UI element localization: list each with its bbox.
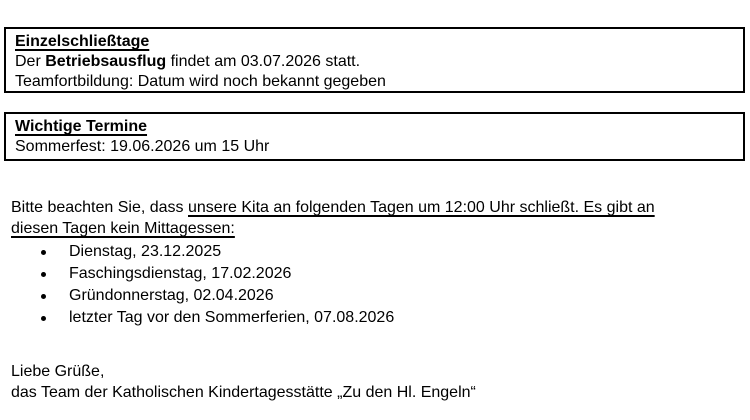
einzelschliesstage-heading: Einzelschließtage [15, 33, 150, 50]
einzelschliesstage-box: Einzelschließtage Der Betriebsausflug fi… [4, 27, 745, 93]
closure-day-item: Dienstag, 23.12.2025 [39, 241, 394, 263]
betriebsausflug-line: Der Betriebsausflug findet am 03.07.2026… [15, 52, 734, 72]
teamfortbildung-line: Teamfortbildung: Datum wird noch bekannt… [15, 73, 386, 90]
closure-day-item: letzter Tag vor den Sommerferien, 07.08.… [39, 307, 394, 329]
betriebsausflug-line-suffix: findet am 03.07.2026 statt. [166, 53, 361, 70]
bullet-icon [41, 294, 46, 299]
bullet-icon [41, 272, 46, 277]
closure-day-text: Faschingsdienstag, 17.02.2026 [69, 265, 292, 282]
betriebsausflug-bold-word: Betriebsausflug [45, 53, 167, 70]
closure-day-text: Gründonnerstag, 02.04.2026 [69, 287, 274, 304]
closure-day-text: Dienstag, 23.12.2025 [69, 243, 222, 260]
notice-prefix: Bitte beachten Sie, dass [11, 199, 188, 216]
notice-underlined-part2: diesen Tagen kein Mittagessen: [11, 220, 235, 237]
closure-day-item: Faschingsdienstag, 17.02.2026 [39, 263, 394, 285]
closing-signature: Liebe Grüße, das Team der Katholischen K… [11, 361, 476, 403]
betriebsausflug-line-prefix: Der [15, 53, 46, 70]
bullet-icon [41, 316, 46, 321]
closing-team-line: das Team der Katholischen Kindertagesstä… [11, 384, 476, 401]
closing-greeting: Liebe Grüße, [11, 363, 105, 380]
closure-days-list: Dienstag, 23.12.2025 Faschingsdienstag, … [39, 241, 394, 329]
closure-day-item: Gründonnerstag, 02.04.2026 [39, 285, 394, 307]
early-closing-notice: Bitte beachten Sie, dass unsere Kita an … [11, 197, 741, 239]
notice-underlined-part1: unsere Kita an folgenden Tagen um 12:00 … [188, 199, 655, 216]
sommerfest-line: Sommerfest: 19.06.2026 um 15 Uhr [15, 138, 270, 155]
wichtige-termine-box: Wichtige Termine Sommerfest: 19.06.2026 … [4, 112, 745, 161]
closure-day-text: letzter Tag vor den Sommerferien, 07.08.… [69, 309, 395, 326]
wichtige-termine-heading: Wichtige Termine [15, 118, 148, 135]
bullet-icon [41, 250, 46, 255]
